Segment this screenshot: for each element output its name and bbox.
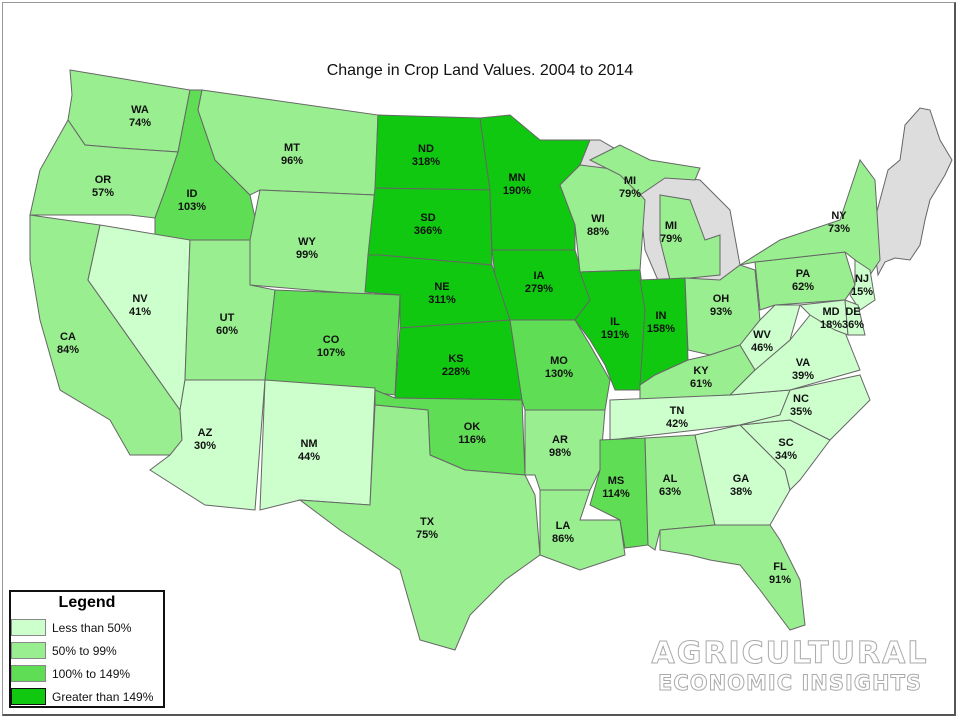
legend: Legend Less than 50% 50% to 99% 100% to … [9, 590, 165, 708]
state-shape-md [798, 299, 849, 336]
state-shape-ny [739, 158, 881, 276]
legend-swatch [11, 665, 46, 682]
state-shape-nc [739, 374, 871, 441]
legend-item: Greater than 149% [11, 685, 163, 708]
legend-swatch [11, 688, 46, 705]
map-title: Change in Crop Land Values. 2004 to 2014 [326, 62, 634, 79]
state-shape-mi-upper [588, 144, 701, 196]
state-labels: WA 74% OR 57% CA 84% ID 103% NV 41% MT 96% WY 9… [57, 104, 873, 586]
legend-label: 100% to 149% [52, 666, 131, 681]
watermark-logo: AGRICULTURAL ECONOMIC INSIGHTS [640, 636, 940, 696]
legend-swatch [11, 642, 46, 659]
state-shape-az [149, 379, 266, 511]
legend-label: 50% to 99% [52, 643, 117, 658]
state-shape-tx [298, 404, 541, 651]
legend-title: Legend [58, 594, 116, 611]
legend-item: Less than 50% [11, 616, 163, 639]
watermark-line1: AGRICULTURAL [651, 636, 929, 671]
state-shape-la [539, 489, 626, 571]
legend-item: 100% to 149% [11, 662, 163, 685]
legend-item: 50% to 99% [11, 639, 163, 662]
state-shape-northeast [871, 107, 953, 277]
state-shape-wy [249, 189, 376, 296]
legend-swatch [11, 619, 46, 636]
legend-label: Less than 50% [52, 620, 132, 635]
state-shape-wi [559, 164, 646, 273]
state-shape-nj [849, 259, 876, 311]
legend-label: Greater than 149% [52, 689, 154, 704]
state-shape-wa [67, 69, 191, 153]
state-shape-fl [659, 524, 806, 631]
state-shape-de [844, 299, 866, 336]
watermark-line2: ECONOMIC INSIGHTS [657, 671, 923, 696]
state-shape-mi-lower [659, 194, 721, 281]
